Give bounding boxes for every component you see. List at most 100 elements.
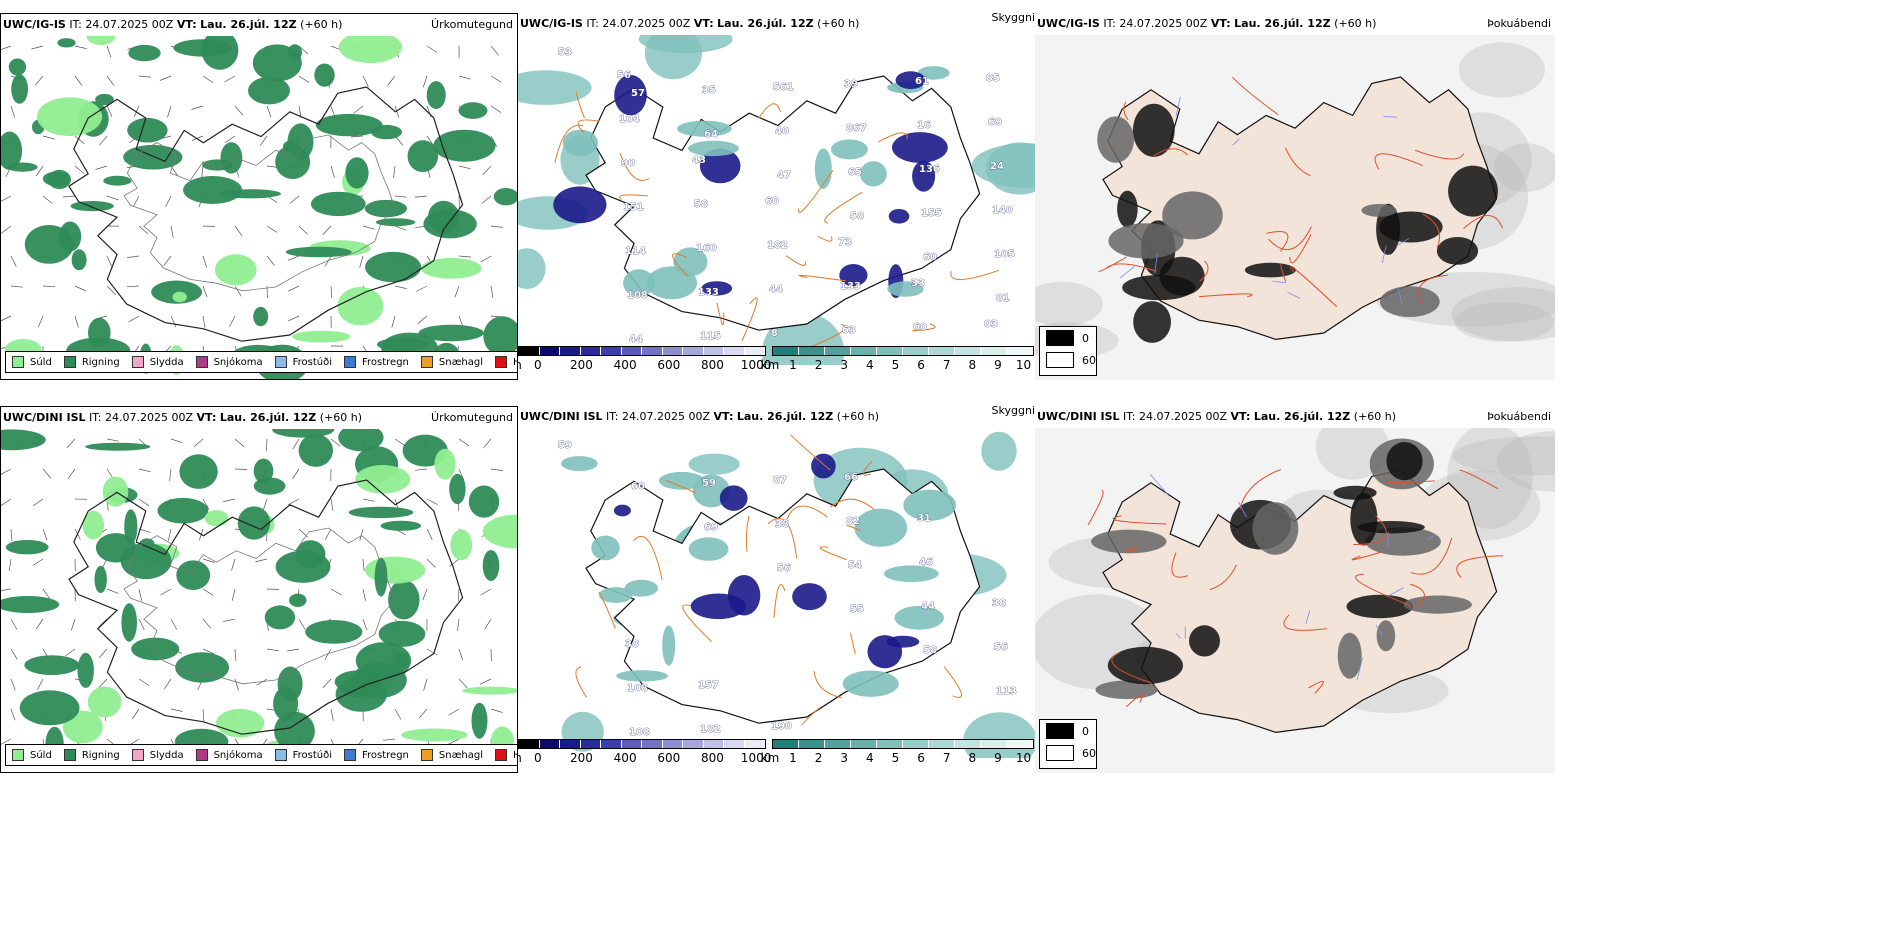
precip-panel-row1: UWC/IG-IS IT: 24.07.2025 00Z VT: Lau. 26… <box>0 13 518 380</box>
visibility-value-label: 58 <box>694 199 708 210</box>
precip-legend-item: Snjókoma <box>195 749 263 761</box>
legend-label: Slydda <box>149 749 184 761</box>
fog-map <box>1035 428 1555 773</box>
colorbar-cell <box>683 740 704 748</box>
visibility-value-label: 24 <box>990 161 1004 172</box>
legend-label: Rigning <box>81 356 120 368</box>
visibility-value-label: 60 <box>765 196 779 207</box>
colorbar-cell <box>773 347 799 355</box>
visibility-value-label: 16 <box>917 120 931 131</box>
colorbar-tick: 200 <box>570 751 593 765</box>
colorbar-unit: km <box>760 358 780 372</box>
legend-swatch <box>344 749 356 761</box>
legend-swatch <box>12 356 24 368</box>
colorbar-tick: 3 <box>840 751 849 765</box>
fog-legend-item: 60 <box>1040 742 1096 764</box>
colorbar-cell <box>601 347 622 355</box>
colorbar-cell <box>744 740 765 748</box>
colorbar-cell <box>662 740 683 748</box>
visibility-value-label: 867 <box>846 123 867 134</box>
precip-panel-row2: UWC/DINI ISL IT: 24.07.2025 00Z VT: Lau.… <box>0 406 518 773</box>
colorbar-cell <box>703 740 724 748</box>
visibility-value-label: 46 <box>919 557 933 568</box>
visibility-value-label: 44 <box>769 284 783 295</box>
colorbar-tick: 1 <box>789 358 797 372</box>
visibility-value-label: 157 <box>698 680 719 691</box>
colorbar-cell <box>580 740 601 748</box>
legend-label: 0 <box>1082 331 1089 345</box>
visibility-value-label: 108 <box>627 683 648 694</box>
colorbar-tick: 2 <box>814 751 823 765</box>
colorbar-unit: km <box>760 751 780 765</box>
panel-type-label: Þokuábendi <box>1487 410 1551 423</box>
legend-swatch <box>495 356 508 368</box>
legend-label: Frostregn <box>362 749 409 761</box>
precip-legend-item: Rigning <box>63 356 120 368</box>
colorbar-cell <box>877 347 903 355</box>
colorbar-tick: 0 <box>534 358 542 372</box>
precip-map <box>1 36 517 379</box>
visibility-value-label: 56 <box>777 563 791 574</box>
precip-map <box>1 429 517 772</box>
legend-swatch <box>274 749 287 761</box>
colorbar-cell <box>773 740 799 748</box>
colorbar-cell <box>519 740 540 748</box>
panel-type-label: Skyggni <box>991 13 1035 24</box>
colorbar-cell <box>799 740 825 748</box>
colorbar-cell <box>560 347 581 355</box>
colorbar-tick: 6 <box>917 751 925 765</box>
visibility-panel-row2: UWC/DINI ISL IT: 24.07.2025 00Z VT: Lau.… <box>518 406 1035 773</box>
legend-swatch <box>420 356 433 368</box>
visibility-value-label: 114 <box>625 246 646 257</box>
precip-legend-item: Rigning <box>63 749 120 761</box>
colorbar-cell <box>662 347 683 355</box>
visibility-value-label: 87 <box>773 475 787 486</box>
fog-legend-item: 0 <box>1040 720 1096 742</box>
colorbar-tick: 2 <box>814 358 823 372</box>
visibility-value-label: 113 <box>996 686 1017 697</box>
legend-swatch <box>1046 745 1074 761</box>
precip-legend-item: Frostregn <box>344 356 409 368</box>
visibility-value-label: 133 <box>840 281 861 292</box>
colorbar-cell <box>724 347 745 355</box>
colorbar-cell <box>1007 740 1033 748</box>
colorbar-cell <box>621 347 642 355</box>
visibility-value-label: 44 <box>921 601 935 612</box>
fog-legend-item: 0 <box>1040 327 1096 349</box>
visibility-value-label: 561 <box>773 82 794 93</box>
colorbar-tick: 9 <box>994 358 1002 372</box>
legend-label: Snjókoma <box>213 356 263 368</box>
visibility-value-label: 61 <box>915 76 929 87</box>
legend-label: 60 <box>1082 353 1096 367</box>
panel-type-label: Þokuábendi <box>1487 17 1551 30</box>
visibility-value-label: 56 <box>617 70 631 81</box>
visibility-value-label: 43 <box>692 155 706 166</box>
colorbar-cell <box>519 347 540 355</box>
visibility-value-label: 160 <box>696 243 717 254</box>
visibility-value-label: 03 <box>984 319 998 330</box>
colorbar-cell <box>877 740 903 748</box>
colorbar-tick: 4 <box>865 358 874 372</box>
colorbar-cell <box>560 740 581 748</box>
precip-legend-item: Haglél <box>495 356 517 368</box>
legend-label: Súld <box>30 749 52 761</box>
precip-legend-item: Súld <box>12 749 52 761</box>
visibility-value-label: 82 <box>846 516 860 527</box>
colorbar-tick: 600 <box>657 358 681 372</box>
colorbar-cell <box>642 347 663 355</box>
colorbar-cell <box>825 740 851 748</box>
visibility-value-label: 115 <box>700 331 721 342</box>
legend-label: Súld <box>30 356 52 368</box>
visibility-value-label: 63 <box>842 325 856 336</box>
colorbar-cell <box>955 347 981 355</box>
legend-swatch <box>131 356 144 368</box>
precip-legend-item: Haglél <box>495 749 517 761</box>
colorbar-cell <box>580 347 601 355</box>
panel-header: UWC/IG-IS IT: 24.07.2025 00Z VT: Lau. 26… <box>1037 17 1377 30</box>
panel-header: UWC/IG-IS IT: 24.07.2025 00Z VT: Lau. 26… <box>520 17 860 30</box>
legend-swatch <box>63 749 76 761</box>
fog-legend-item: 60 <box>1040 349 1096 371</box>
colorbar-cell <box>799 347 825 355</box>
colorbar-cell <box>539 347 560 355</box>
legend-label: Rigning <box>81 749 120 761</box>
